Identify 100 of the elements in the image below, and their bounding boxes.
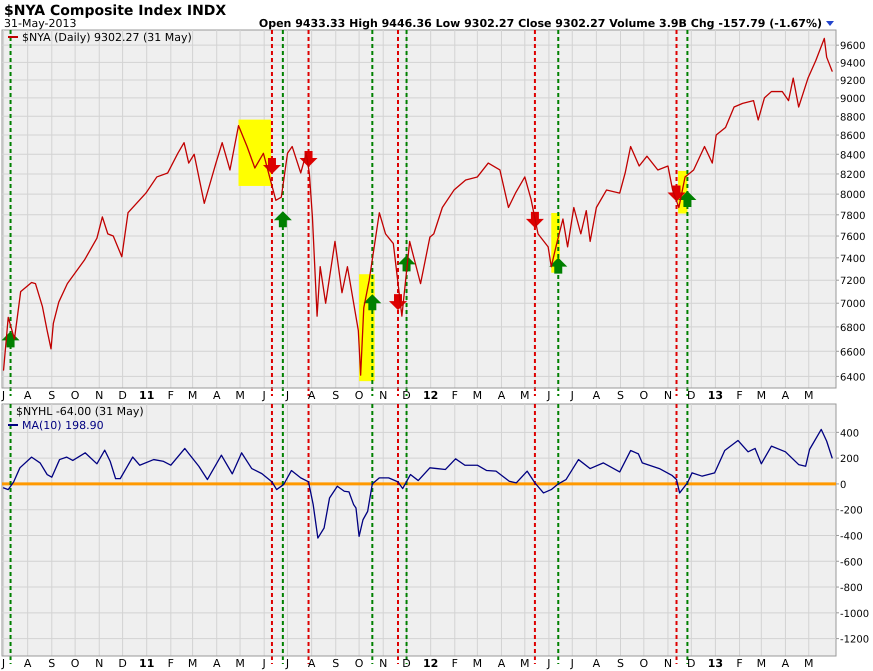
x-tick-label: M bbox=[188, 389, 198, 402]
x-tick-label: F bbox=[168, 657, 174, 670]
x-tick-label: J bbox=[262, 389, 266, 402]
y-tick-label: 7000 bbox=[840, 299, 866, 310]
x-tick-label: J bbox=[284, 657, 290, 670]
y-tick-label: 7600 bbox=[840, 232, 866, 244]
y-tick-label: -200 bbox=[840, 506, 863, 517]
annotation: Open 9433.33 High 9446.36 Low 9302.27 Close 9302.27 Volume 3.9B Chg -157.79 (-1.67%) bbox=[258, 17, 822, 30]
y-tick-label: 8000 bbox=[840, 190, 866, 202]
x-tick-label: N bbox=[664, 657, 672, 670]
x-tick-label: M bbox=[235, 657, 245, 670]
x-tick-label: O bbox=[354, 657, 364, 670]
x-tick-label: A bbox=[308, 657, 316, 670]
x-tick-label: A bbox=[212, 657, 221, 670]
x-tick-label: J bbox=[570, 389, 574, 402]
x-tick-label: F bbox=[452, 389, 458, 402]
x-tick-label: N bbox=[95, 657, 104, 670]
x-tick-label: M bbox=[472, 657, 482, 670]
x-tick-label: N bbox=[379, 657, 388, 670]
x-tick-label: D bbox=[118, 657, 127, 670]
x-tick-label: M bbox=[472, 389, 482, 402]
x-tick-label: M bbox=[188, 657, 198, 670]
y-tick-label: -400 bbox=[840, 531, 863, 542]
y-tick-label: 9600 bbox=[840, 41, 866, 52]
x-tick-label: A bbox=[592, 657, 601, 670]
legend-label: $NYA (Daily) 9302.27 (31 May) bbox=[22, 31, 192, 44]
x-tick-label: N bbox=[95, 389, 104, 402]
x-tick-label: O bbox=[70, 657, 80, 670]
x-tick-label: S bbox=[617, 657, 624, 670]
x-tick-label: N bbox=[664, 389, 672, 402]
x-tick-label: J bbox=[0, 657, 6, 670]
x-tick-label: 13 bbox=[708, 657, 724, 670]
x-tick-label: J bbox=[284, 389, 290, 402]
x-tick-label: M bbox=[235, 389, 245, 402]
y-tick-label: -800 bbox=[840, 583, 863, 594]
x-tick-label: 12 bbox=[423, 389, 438, 402]
x-tick-label: A bbox=[782, 657, 790, 670]
x-tick-label: O bbox=[354, 389, 364, 402]
chart-subtitle: 31-May-2013 bbox=[4, 17, 76, 30]
x-tick-label: 11 bbox=[139, 657, 154, 670]
x-tick-label: S bbox=[617, 389, 624, 402]
y-tick-label: -600 bbox=[840, 557, 863, 568]
y-tick-label: 7400 bbox=[840, 254, 866, 265]
x-tick-label: M bbox=[520, 389, 530, 402]
x-tick-label: J bbox=[546, 389, 551, 402]
x-tick-label: D bbox=[687, 657, 696, 670]
x-tick-label: M bbox=[756, 657, 766, 670]
x-tick-label: A bbox=[592, 389, 601, 402]
x-tick-label: D bbox=[118, 389, 127, 402]
x-tick-label: J bbox=[570, 657, 574, 670]
x-tick-label: O bbox=[70, 389, 80, 402]
x-tick-label: F bbox=[168, 389, 174, 402]
y-tick-label: 6400 bbox=[840, 372, 866, 384]
x-tick-label: S bbox=[48, 657, 56, 670]
x-tick-label: M bbox=[520, 657, 530, 670]
y-tick-label: 400 bbox=[840, 428, 860, 440]
x-tick-label: A bbox=[212, 389, 221, 402]
x-tick-label: O bbox=[640, 389, 648, 402]
y-tick-label: -1200 bbox=[840, 634, 870, 646]
x-tick-label: F bbox=[736, 389, 743, 402]
y-tick-label: 9200 bbox=[840, 76, 866, 87]
x-tick-label: M bbox=[804, 389, 814, 402]
legend-label: MA(10) 198.90 bbox=[22, 419, 104, 432]
x-tick-label: 13 bbox=[708, 389, 724, 402]
x-tick-label: 12 bbox=[423, 657, 438, 670]
x-tick-label: N bbox=[379, 389, 388, 402]
x-tick-label: D bbox=[402, 389, 411, 402]
x-tick-label: J bbox=[0, 389, 6, 402]
y-tick-label: 7800 bbox=[840, 210, 866, 222]
y-tick-label: 8600 bbox=[840, 131, 866, 142]
x-tick-label: A bbox=[782, 389, 790, 402]
x-tick-label: S bbox=[332, 657, 340, 670]
y-tick-label: 9400 bbox=[840, 58, 866, 70]
x-tick-label: A bbox=[308, 389, 316, 402]
x-tick-label: O bbox=[640, 657, 648, 670]
y-tick-label: -1000 bbox=[840, 608, 870, 620]
x-tick-label: A bbox=[24, 657, 32, 670]
y-tick-label: 6800 bbox=[840, 322, 866, 334]
x-tick-label: F bbox=[452, 657, 458, 670]
x-tick-label: 11 bbox=[139, 389, 154, 402]
x-tick-label: S bbox=[332, 389, 340, 402]
x-tick-label: J bbox=[262, 657, 266, 670]
x-tick-label: D bbox=[687, 389, 696, 402]
y-tick-label: 9000 bbox=[840, 94, 866, 105]
x-tick-label: M bbox=[804, 657, 814, 670]
y-tick-label: 8200 bbox=[840, 170, 866, 181]
y-tick-label: 8800 bbox=[840, 112, 866, 124]
y-tick-label: 7200 bbox=[840, 276, 866, 288]
x-tick-label: M bbox=[756, 389, 766, 402]
y-tick-label: 200 bbox=[840, 454, 860, 466]
x-tick-label: A bbox=[498, 389, 506, 402]
y-tick-label: 0 bbox=[840, 480, 846, 491]
y-tick-label: 8400 bbox=[840, 150, 866, 162]
x-tick-label: F bbox=[736, 657, 743, 670]
x-tick-label: A bbox=[498, 657, 506, 670]
annotation: $NYHL -64.00 (31 May) bbox=[16, 405, 144, 418]
x-tick-label: A bbox=[24, 389, 32, 402]
x-tick-label: D bbox=[402, 657, 411, 670]
y-tick-label: 6600 bbox=[840, 347, 866, 358]
x-tick-label: J bbox=[546, 657, 551, 670]
